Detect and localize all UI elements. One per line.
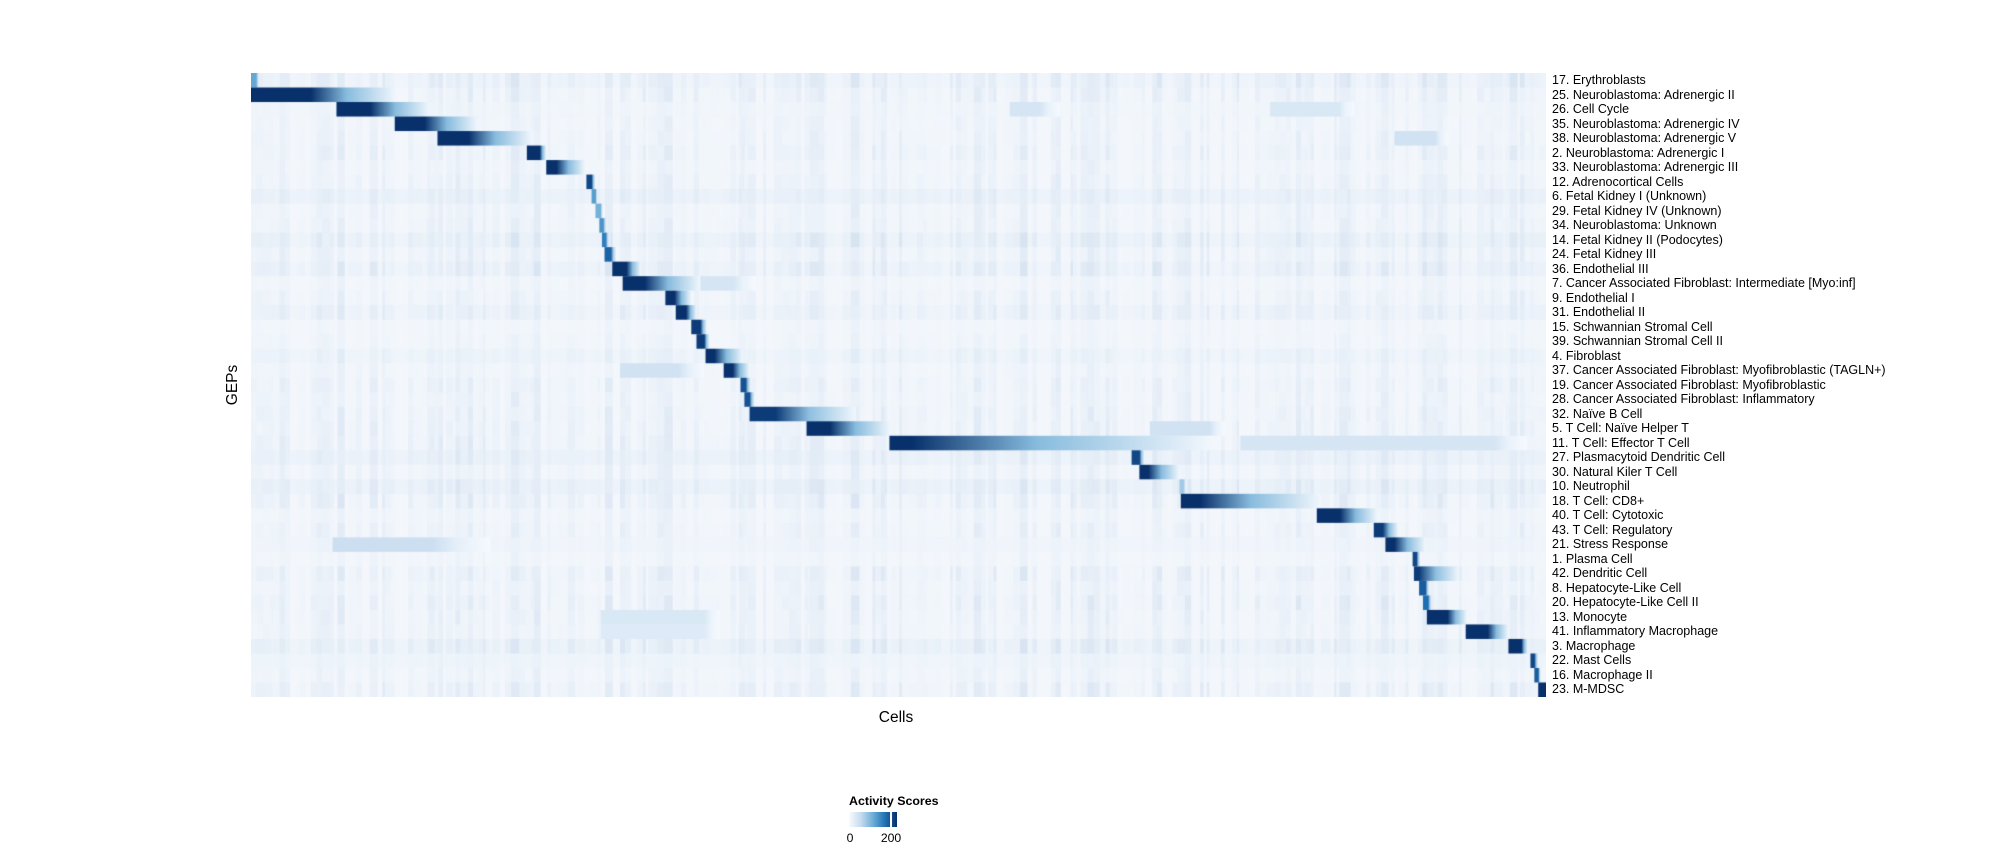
gep-row-label: 4. Fibroblast <box>1552 348 1621 363</box>
gep-row-label: 11. T Cell: Effector T Cell <box>1552 435 1690 450</box>
gep-row-label: 23. M-MDSC <box>1552 682 1625 697</box>
gep-row-label: 38. Neuroblastoma: Adrenergic V <box>1552 131 1737 146</box>
gep-row-label: 42. Dendritic Cell <box>1552 566 1648 581</box>
gep-row-label: 32. Naïve B Cell <box>1552 406 1643 421</box>
gep-row-label: 5. T Cell: Naïve Helper T <box>1552 421 1689 436</box>
gep-row-label: 31. Endothelial II <box>1552 305 1646 320</box>
gep-row-label: 13. Monocyte <box>1552 609 1628 624</box>
colorbar-tick-label-0: 0 <box>846 831 854 845</box>
gep-row-label: 28. Cancer Associated Fibroblast: Inflam… <box>1552 392 1815 407</box>
legend-title: Activity Scores <box>849 794 939 808</box>
gep-row-label: 20. Hepatocyte-Like Cell II <box>1552 595 1699 610</box>
gep-row-label: 15. Schwannian Stromal Cell <box>1552 319 1713 334</box>
gep-row-label: 1. Plasma Cell <box>1552 551 1633 566</box>
gep-row-label: 26. Cell Cycle <box>1552 102 1630 117</box>
gep-row-label: 27. Plasmacytoid Dendritic Cell <box>1552 450 1725 465</box>
gep-row-label: 21. Stress Response <box>1552 537 1669 552</box>
gep-row-label: 37. Cancer Associated Fibroblast: Myofib… <box>1552 363 1886 378</box>
gep-row-label: 30. Natural Kiler T Cell <box>1552 464 1678 479</box>
gep-row-label: 14. Fetal Kidney II (Podocytes) <box>1552 232 1723 247</box>
gep-row-label: 19. Cancer Associated Fibroblast: Myofib… <box>1552 377 1826 392</box>
gep-row-label: 10. Neutrophil <box>1552 479 1630 494</box>
gep-row-label: 18. T Cell: CD8+ <box>1552 493 1645 508</box>
heatmap-canvas <box>251 73 1546 697</box>
gep-row-label: 24. Fetal Kidney III <box>1552 247 1657 262</box>
gep-row-label: 35. Neuroblastoma: Adrenergic IV <box>1552 116 1740 131</box>
gep-row-label: 6. Fetal Kidney I (Unknown) <box>1552 189 1707 204</box>
gep-row-label: 17. Erythroblasts <box>1552 73 1646 87</box>
gep-row-label: 43. T Cell: Regulatory <box>1552 522 1673 537</box>
y-axis-label: GEPs <box>224 364 241 406</box>
colorbar-tick-label-200: 200 <box>880 831 902 845</box>
gep-row-label: 34. Neuroblastoma: Unknown <box>1552 218 1717 233</box>
gep-row-label: 39. Schwannian Stromal Cell II <box>1552 334 1723 349</box>
gep-row-label: 3. Macrophage <box>1552 638 1636 653</box>
gep-row-label: 2. Neuroblastoma: Adrenergic I <box>1552 145 1725 160</box>
gep-row-label: 25. Neuroblastoma: Adrenergic II <box>1552 87 1735 102</box>
gep-row-label: 41. Inflammatory Macrophage <box>1552 624 1719 639</box>
gep-row-label: 22. Mast Cells <box>1552 653 1632 668</box>
colorbar-tick-mark <box>889 812 892 827</box>
colorbar-legend: Activity Scores 0 200 <box>846 794 989 846</box>
gep-row-label: 33. Neuroblastoma: Adrenergic III <box>1552 160 1739 175</box>
gep-row-labels: 17. Erythroblasts 25. Neuroblastoma: Adre… <box>1552 73 2002 697</box>
gep-row-label: 9. Endothelial I <box>1552 290 1635 305</box>
gep-row-label: 16. Macrophage II <box>1552 667 1653 682</box>
gep-row-label: 29. Fetal Kidney IV (Unknown) <box>1552 203 1722 218</box>
gep-row-label: 7. Cancer Associated Fibroblast: Interme… <box>1552 276 1856 291</box>
x-axis-label: Cells <box>878 709 914 726</box>
colorbar-tick-labels: 0 200 <box>846 831 989 845</box>
gep-row-label: 12. Adrenocortical Cells <box>1552 174 1684 189</box>
gep-row-label: 8. Hepatocyte-Like Cell <box>1552 580 1682 595</box>
gep-row-label: 40. T Cell: Cytotoxic <box>1552 508 1664 523</box>
colorbar-gradient <box>849 812 897 827</box>
gep-row-label: 36. Endothelial III <box>1552 261 1649 276</box>
